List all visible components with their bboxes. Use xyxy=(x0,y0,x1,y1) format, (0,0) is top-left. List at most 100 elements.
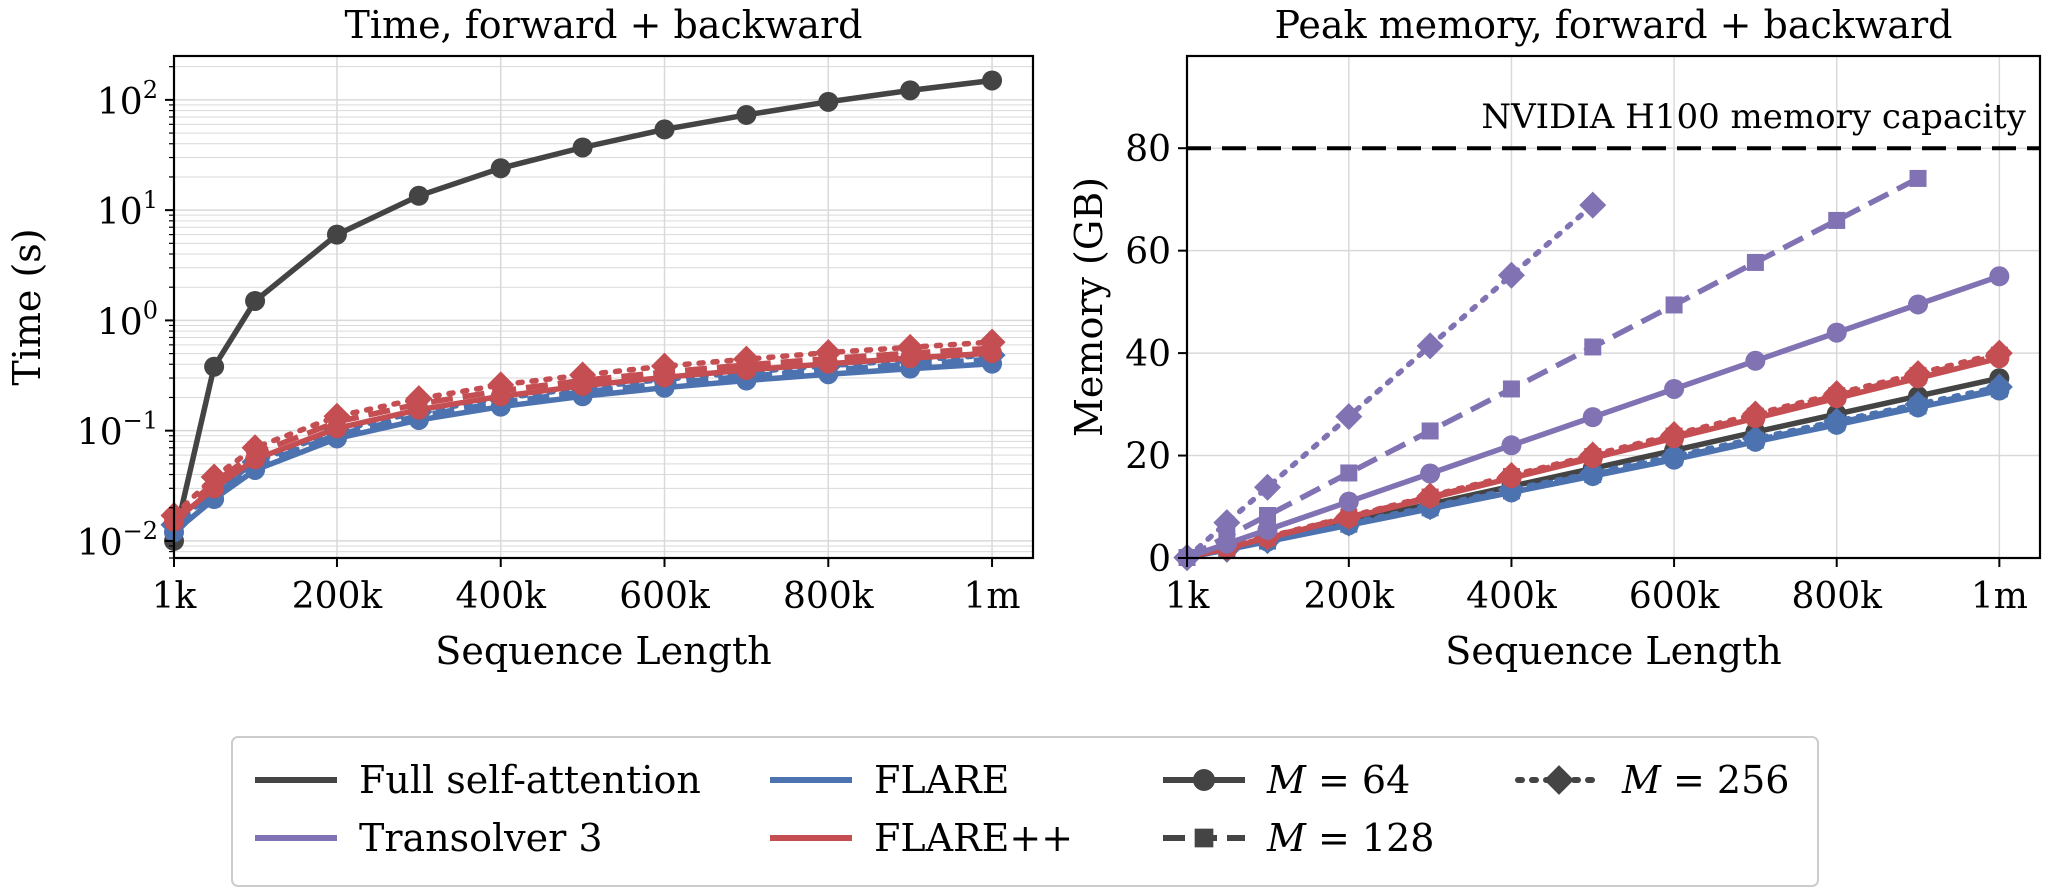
data-point xyxy=(200,463,228,491)
x-tick-label: 800k xyxy=(1791,576,1883,617)
y-tick-label: 101 xyxy=(97,186,158,233)
chart-title: Peak memory, forward + backward xyxy=(1274,3,1952,47)
data-point xyxy=(326,224,347,245)
y-tick-base: 10 xyxy=(97,302,143,343)
data-point xyxy=(1340,464,1358,482)
legend-item: Transolver 3 xyxy=(255,816,603,860)
y-tick-exponent: −2 xyxy=(123,517,158,545)
data-point xyxy=(1823,407,1851,435)
data-point xyxy=(1218,527,1236,545)
x-tick-label: 200k xyxy=(1304,576,1396,617)
data-point xyxy=(1254,473,1282,501)
x-tick-label: 400k xyxy=(455,576,547,617)
data-point xyxy=(572,137,593,158)
data-point xyxy=(490,158,511,179)
data-point xyxy=(1416,332,1444,360)
y-tick-base: 10 xyxy=(77,413,123,454)
data-point xyxy=(896,333,924,361)
x-axis-label: Sequence Length xyxy=(435,629,771,673)
legend-style-label: M = 64 xyxy=(1266,758,1410,802)
axes-frame xyxy=(1185,54,2042,560)
series-transolver-square xyxy=(1178,169,1927,566)
data-point xyxy=(323,402,351,430)
data-point xyxy=(1257,519,1278,540)
legend-item: FLARE xyxy=(770,758,1009,802)
x-tick-label: 400k xyxy=(1466,576,1558,617)
y-tick-label: 20 xyxy=(1125,437,1171,478)
data-point xyxy=(1989,266,2010,287)
series-transolver-circle xyxy=(1177,266,2010,568)
y-tick-exponent: 0 xyxy=(143,296,158,324)
series-transolver-diamond xyxy=(1173,191,1607,571)
data-point xyxy=(408,185,429,206)
legend-style-var: M xyxy=(1266,816,1307,860)
data-point xyxy=(814,339,842,367)
legend-style-marker xyxy=(1194,828,1214,848)
data-point xyxy=(1908,294,1929,315)
legend-style-var: M xyxy=(1266,758,1307,802)
data-point xyxy=(1741,400,1769,428)
legend-item: FLARE++ xyxy=(770,816,1073,860)
y-tick-label: 60 xyxy=(1125,232,1171,273)
data-point xyxy=(204,356,225,377)
y-tick-label: 80 xyxy=(1125,129,1171,170)
data-point xyxy=(651,352,679,380)
chart-title: Time, forward + backward xyxy=(345,3,863,47)
x-tick-label: 800k xyxy=(783,576,875,617)
data-point xyxy=(1660,442,1688,470)
data-point xyxy=(1660,421,1688,449)
x-axis-label: Sequence Length xyxy=(1445,629,1781,673)
x-tick-label: 600k xyxy=(619,576,711,617)
y-axis-label: Time (s) xyxy=(5,228,49,385)
data-point xyxy=(487,371,515,399)
x-tick-label: 600k xyxy=(1629,576,1721,617)
data-point xyxy=(1259,506,1277,524)
y-tick-label: 40 xyxy=(1125,334,1171,375)
data-point xyxy=(900,80,921,101)
x-tick-label: 1m xyxy=(964,576,1021,617)
legend-style-marker xyxy=(1193,769,1215,791)
data-point xyxy=(1416,482,1444,510)
legend: Full self-attention FLARE Transolver 3 FLAR… xyxy=(231,736,1819,887)
series-line xyxy=(171,77,993,542)
data-point xyxy=(1985,339,2013,367)
data-point xyxy=(1579,459,1607,487)
legend-style-var: M xyxy=(1621,758,1662,802)
y-tick-label: 0 xyxy=(1148,539,1171,580)
y-tick-label: 10−1 xyxy=(77,407,158,454)
data-point xyxy=(736,104,757,125)
x-tick-label: 1k xyxy=(152,576,198,617)
data-point xyxy=(978,328,1006,356)
chart-panels: 1k 200k 400k 600k 800k 1m10−210−1100101102Tim… xyxy=(5,3,2042,673)
x-tick-label: 200k xyxy=(292,576,384,617)
series-line xyxy=(172,345,993,521)
grid xyxy=(173,56,1033,559)
y-tick-label: 10−2 xyxy=(77,517,158,564)
series-full-circle xyxy=(164,70,1003,551)
legend-label: Full self-attention xyxy=(359,758,701,802)
legend-style-eq: = 64 xyxy=(1306,758,1410,802)
capacity-label: NVIDIA H100 memory capacity xyxy=(1481,97,2026,137)
data-point xyxy=(1579,441,1607,469)
data-point xyxy=(1909,169,1927,187)
data-point xyxy=(654,119,675,140)
data-point xyxy=(1582,407,1603,428)
data-point xyxy=(1665,296,1683,314)
data-point xyxy=(1745,350,1766,371)
data-point xyxy=(982,70,1003,91)
series-line xyxy=(1185,175,1920,560)
y-tick-exponent: 2 xyxy=(143,76,158,104)
data-point xyxy=(241,434,269,462)
legend-style-eq: = 128 xyxy=(1306,816,1435,860)
y-tick-exponent: −1 xyxy=(123,407,158,435)
data-point xyxy=(1213,509,1241,537)
data-point xyxy=(818,91,839,112)
data-point xyxy=(1579,191,1607,219)
data-point xyxy=(405,385,433,413)
data-point xyxy=(1497,462,1525,490)
x-tick-label: 1m xyxy=(1971,576,2028,617)
data-point xyxy=(1664,378,1685,399)
legend-label: FLARE xyxy=(874,758,1009,802)
